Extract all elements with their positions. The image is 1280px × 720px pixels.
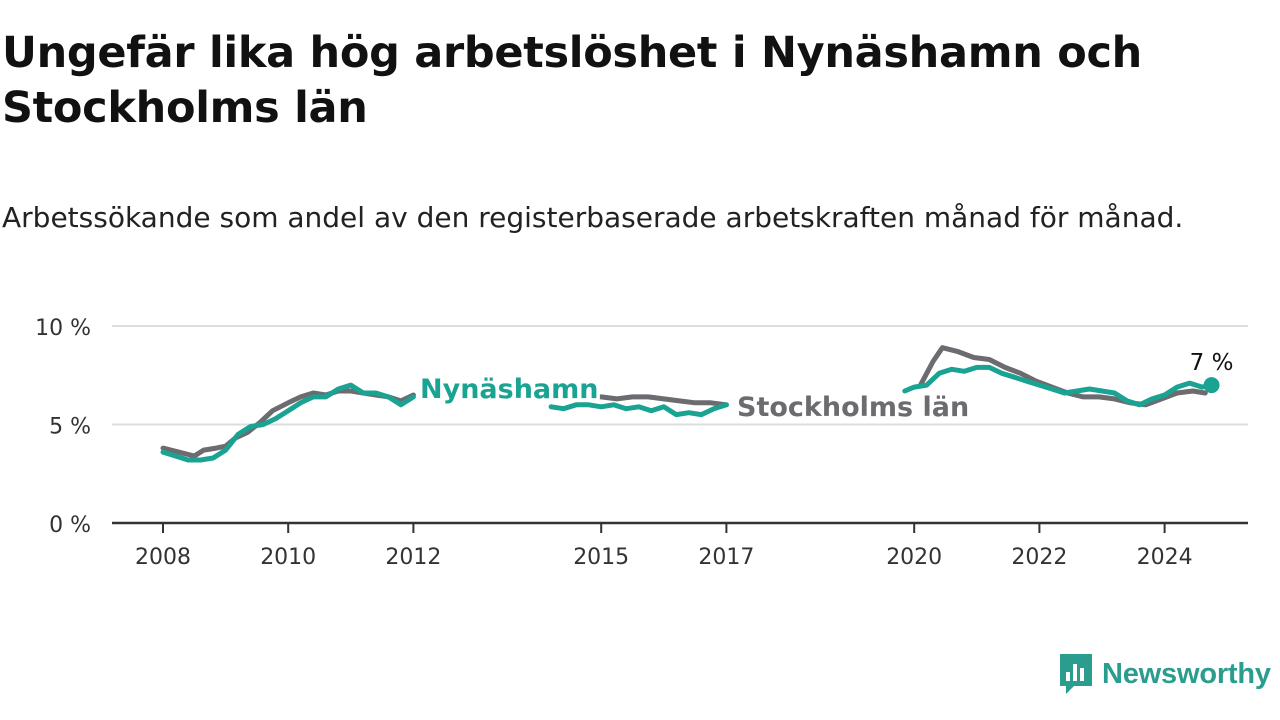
x-tick-label: 2015	[573, 545, 629, 570]
y-tick-label: 10 %	[35, 316, 91, 341]
nynashamn-line-segment	[548, 402, 729, 418]
end-value-label: 7 %	[1190, 350, 1234, 376]
nynashamn-series-label-halo: Nynäshamn	[420, 374, 599, 405]
x-tick-label: 2020	[886, 545, 942, 570]
nynashamn-end-point	[1203, 377, 1220, 394]
chart-title: Ungefär lika hög arbetslöshet i Nynäsham…	[2, 28, 1142, 133]
stockholms-lan-series-label-halo: Stockholms län	[737, 392, 969, 423]
stockholms-lan-line-segment	[542, 392, 729, 408]
y-tick-label: 5 %	[49, 415, 91, 440]
chart-subtitle: Arbetssökande som andel av den registerb…	[2, 201, 1184, 234]
x-tick-label: 2024	[1137, 545, 1193, 570]
x-tick-label: 2012	[385, 545, 441, 570]
x-tick-label: 2010	[260, 545, 316, 570]
newsworthy-logo: Newsworthy	[1058, 652, 1271, 696]
x-tick-label: 2017	[698, 545, 754, 570]
newsworthy-icon	[1060, 654, 1092, 694]
x-tick-label: 2008	[135, 545, 191, 570]
stockholms-lan-series-label: Stockholms län	[737, 392, 969, 423]
nynashamn-line-segment	[160, 382, 416, 463]
nynashamn-series-label: Nynäshamn	[420, 374, 599, 405]
x-tick-label: 2022	[1011, 545, 1067, 570]
y-tick-label: 0 %	[49, 513, 91, 538]
nynashamn-line-segment	[902, 364, 1214, 408]
brand-name: Newsworthy	[1102, 657, 1271, 690]
